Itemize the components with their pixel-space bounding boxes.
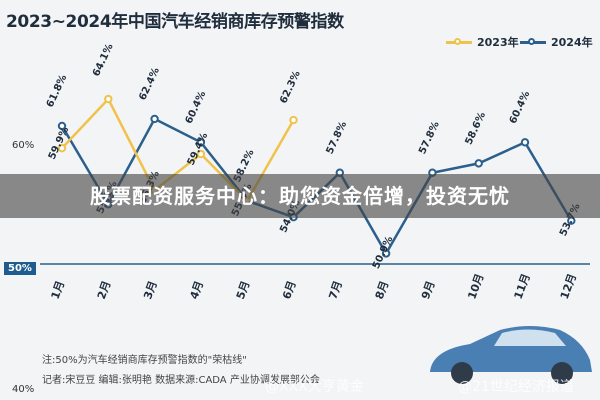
watermark-right: @21世纪经济报道	[458, 379, 574, 395]
x-tick-4: 5月	[234, 279, 253, 301]
data-label-1-3: 60.4%	[184, 89, 209, 125]
chart-title: 2023~2024年中国汽车经销商库存预警指数	[6, 12, 344, 32]
x-tick-11: 12月	[558, 272, 579, 301]
data-label-1-6: 57.8%	[325, 120, 350, 156]
x-tick-7: 8月	[373, 279, 392, 301]
x-tick-3: 4月	[188, 279, 207, 301]
x-tick-0: 1月	[49, 279, 68, 301]
data-label-1-7: 50.9%	[371, 235, 396, 271]
data-point-0-1	[104, 94, 113, 104]
data-label-1-9: 58.6%	[463, 111, 488, 147]
footnote-credits: 记者:宋豆豆 编辑:张明艳 数据来源:CADA 产业协调发展部公会	[42, 375, 320, 386]
legend-label-2023: 2023年	[477, 36, 519, 49]
car-window	[494, 329, 566, 346]
promo-banner	[0, 174, 600, 218]
x-tick-2: 3月	[141, 279, 160, 301]
data-point-1-9	[474, 159, 483, 168]
x-tick-1: 2月	[95, 279, 114, 301]
data-label-0-1: 64.1%	[91, 42, 116, 78]
legend-swatch-2024	[520, 37, 546, 45]
data-point-0-5	[289, 115, 298, 125]
legend-item-2023: 2023年	[446, 34, 519, 50]
data-label-1-2: 62.4%	[137, 66, 162, 102]
data-point-1-2	[150, 114, 159, 124]
watermark-left: @XXX大亨黄金	[265, 379, 364, 395]
x-tick-9: 10月	[465, 272, 486, 301]
y-tick-40: 40%	[12, 384, 35, 395]
car-wheel-front	[451, 362, 473, 384]
data-label-1-0: 61.8%	[45, 73, 70, 109]
data-label-1-8: 57.8%	[417, 120, 442, 156]
data-point-1-0	[57, 121, 67, 131]
promo-banner-text: 股票配资服务中心：助您资金倍增，投资无忧	[90, 184, 510, 208]
legend-label-2024: 2024年	[551, 36, 593, 49]
data-label-0-5: 62.3%	[278, 69, 303, 105]
car-wheel-rear	[551, 362, 573, 384]
data-point-1-7	[381, 249, 391, 258]
x-tick-5: 6月	[280, 279, 299, 301]
data-point-1-3	[196, 138, 206, 147]
legend-swatch-2023	[446, 37, 472, 45]
footnote-threshold: 注:50%为汽车经销商库存预警指数的"荣枯线"	[42, 355, 247, 366]
x-tick-6: 7月	[326, 279, 345, 301]
y-tick-60: 60%	[12, 140, 35, 151]
data-label-1-10: 60.4%	[508, 89, 533, 125]
y-tick-50: 50%	[4, 262, 36, 275]
x-tick-10: 11月	[512, 272, 533, 301]
data-point-0-0	[57, 143, 67, 153]
legend-item-2024: 2024年	[520, 34, 593, 50]
x-tick-8: 9月	[419, 279, 438, 301]
data-point-0-3	[196, 149, 206, 159]
data-point-1-10	[520, 138, 530, 147]
